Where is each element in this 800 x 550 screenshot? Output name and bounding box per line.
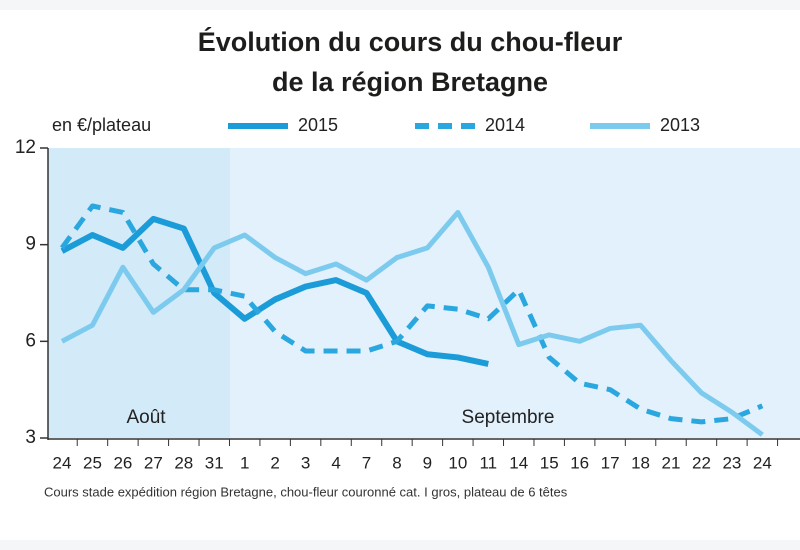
month-label: Septembre (462, 407, 555, 428)
x-tick-label: 31 (205, 453, 224, 472)
x-tick-label: 10 (448, 453, 467, 472)
x-tick-label: 15 (540, 453, 559, 472)
y-tick-label: 12 (15, 137, 36, 158)
x-tick-label: 14 (509, 453, 528, 472)
x-tick-label: 22 (692, 453, 711, 472)
x-tick-label: 24 (53, 453, 72, 472)
x-tick-label: 27 (144, 453, 163, 472)
chart-title: Évolution du cours du chou-fleur (198, 26, 623, 57)
x-tick-label: 11 (479, 453, 497, 472)
chart-subtitle: de la région Bretagne (272, 67, 548, 97)
y-axis-label: en €/plateau (52, 115, 151, 135)
x-tick-label: 8 (392, 453, 401, 472)
x-tick-label: 2 (270, 453, 279, 472)
x-tick-label: 1 (240, 453, 249, 472)
x-tick-label: 9 (423, 453, 432, 472)
x-tick-label: 3 (301, 453, 310, 472)
series-line (59, 203, 764, 425)
legend-label: 2014 (485, 115, 525, 135)
month-label: Août (126, 407, 166, 428)
x-tick-label: 16 (570, 453, 589, 472)
x-tick-label: 25 (83, 453, 102, 472)
x-tick-label: 24 (753, 453, 772, 472)
x-tick-label: 26 (113, 453, 132, 472)
x-tick-label: 28 (174, 453, 193, 472)
x-tick-label: 18 (631, 453, 650, 472)
footnote: Cours stade expédition région Bretagne, … (44, 484, 568, 499)
x-tick-label: 23 (722, 453, 741, 472)
series-line (60, 209, 764, 437)
series-line (60, 215, 489, 367)
legend-label: 2013 (660, 115, 700, 135)
x-tick-label: 4 (331, 453, 340, 472)
x-tick-label: 17 (601, 453, 620, 472)
y-tick-label: 6 (25, 330, 36, 351)
legend-label: 2015 (298, 115, 338, 135)
x-tick-label: 21 (662, 453, 681, 472)
x-tick-label: 7 (362, 453, 371, 472)
y-tick-label: 3 (25, 427, 36, 448)
y-tick-label: 9 (25, 234, 36, 255)
